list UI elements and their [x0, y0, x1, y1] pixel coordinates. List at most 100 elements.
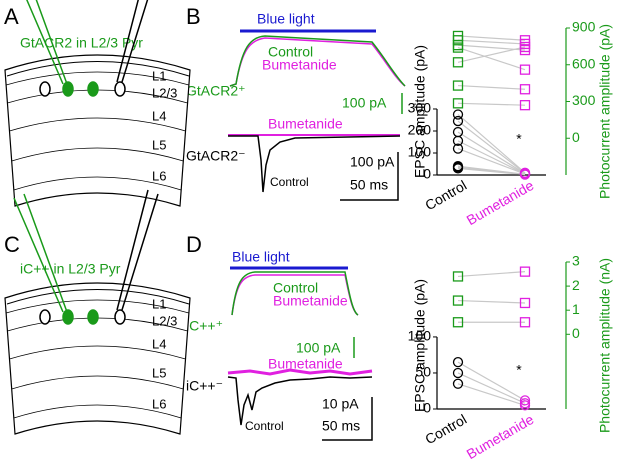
y-tick-label: 50: [415, 364, 431, 380]
point: [519, 400, 531, 411]
trace: [227, 376, 373, 426]
panel-title: iC++ in L2/3 Pyr: [20, 261, 121, 277]
x-tick-label: Bumetanide: [464, 411, 537, 462]
trace-label: Control: [268, 44, 313, 60]
y2-axis-label: Photocurrent amplitude (pA): [597, 24, 613, 199]
point: [452, 295, 464, 306]
cortex-surface: [6, 289, 190, 305]
pair-line: [457, 271, 526, 278]
panel-label: B: [186, 4, 201, 29]
point: [452, 80, 464, 91]
y2-tick-label: 0: [572, 129, 580, 145]
pipette: [26, 0, 68, 85]
trace: [228, 135, 401, 193]
point: [452, 317, 464, 328]
y-axis-label: EPSC amplitude (pA): [412, 45, 428, 178]
y2-tick-label: 1: [572, 301, 580, 317]
point: [452, 367, 464, 379]
point: [519, 100, 531, 111]
neuron: [62, 309, 74, 325]
cell-label: iC++⁻: [186, 378, 223, 394]
layer-label: L1: [152, 68, 166, 83]
layer-boundary: [5, 71, 190, 86]
layer-boundary: [13, 176, 182, 191]
pair-line: [457, 167, 526, 176]
point: [519, 317, 531, 328]
pair-line: [457, 114, 526, 174]
y2-tick-label: 600: [572, 55, 596, 71]
scale-bar: [340, 152, 399, 201]
point: [519, 297, 531, 309]
y2-tick-label: 0: [572, 325, 580, 341]
layer-boundary: [11, 147, 184, 162]
scale-label: 100 pA: [296, 340, 341, 356]
pair-line: [457, 148, 526, 175]
point: [452, 57, 464, 68]
point: [452, 135, 464, 147]
y-tick-label: 200: [408, 122, 432, 138]
pipette: [116, 189, 159, 311]
point: [452, 378, 464, 389]
y2-axis-label: Photocurrent amplitude (nA): [597, 258, 613, 433]
neuron: [114, 309, 126, 325]
trace-label: Control: [270, 175, 309, 189]
trace-label: Control: [245, 419, 284, 433]
layer-label: L5: [152, 365, 166, 380]
pipette: [13, 193, 68, 313]
pipette: [116, 0, 149, 83]
layer-label: L5: [152, 137, 166, 152]
neuron: [87, 81, 99, 97]
cell-label: GtACR2⁺: [186, 83, 246, 99]
pair-line: [457, 120, 526, 174]
neuron: [62, 81, 74, 97]
point: [452, 163, 464, 174]
panel-title: GtACR2 in L2/3 Pyr: [20, 35, 143, 51]
pair-line: [457, 372, 526, 404]
cortex-surface: [6, 61, 190, 77]
cell-label: GtACR2⁻: [186, 148, 246, 164]
annotation: *: [516, 131, 522, 147]
layer-label: L4: [152, 108, 166, 123]
y2-tick-label: 300: [572, 92, 596, 108]
trace: [229, 35, 406, 87]
point: [452, 271, 464, 282]
y-tick-label: 300: [408, 100, 432, 116]
point: [519, 64, 531, 75]
layer-label: L6: [152, 168, 166, 183]
scale-label: 100 pA: [342, 95, 387, 111]
point: [452, 143, 464, 154]
point: [519, 169, 531, 180]
trace-label: Control: [273, 280, 318, 296]
layer-label: L2/3: [152, 85, 177, 100]
neuron: [114, 81, 126, 97]
trace-label: Bumetanide: [262, 57, 337, 73]
trace-label: Bumetanide: [273, 293, 348, 309]
pair-line: [457, 131, 526, 175]
point: [452, 357, 464, 368]
annotation: *: [516, 362, 522, 378]
trace: [227, 368, 373, 376]
point: [519, 41, 531, 53]
cortex-outline: [4, 282, 191, 435]
pair-line: [457, 35, 526, 41]
pair-line: [457, 102, 526, 106]
pair-line: [457, 383, 526, 406]
panel-label: A: [4, 4, 19, 29]
pair-line: [457, 140, 526, 175]
cell-label: iC++⁺: [186, 318, 223, 334]
point: [452, 115, 464, 127]
layer-label: L2/3: [152, 313, 177, 328]
layer-label: L1: [152, 296, 166, 311]
cortex-outline: [4, 54, 191, 207]
layer-boundary: [11, 375, 184, 390]
y-tick-label: 100: [408, 328, 432, 344]
pair-line: [457, 361, 526, 401]
light-label: Blue light: [257, 11, 315, 27]
neuron: [39, 81, 51, 97]
x-tick-label: Control: [422, 411, 469, 447]
y2-tick-label: 3: [572, 253, 580, 269]
pair-line: [457, 299, 526, 304]
point: [452, 109, 464, 120]
y2-tick-label: 2: [572, 277, 580, 293]
